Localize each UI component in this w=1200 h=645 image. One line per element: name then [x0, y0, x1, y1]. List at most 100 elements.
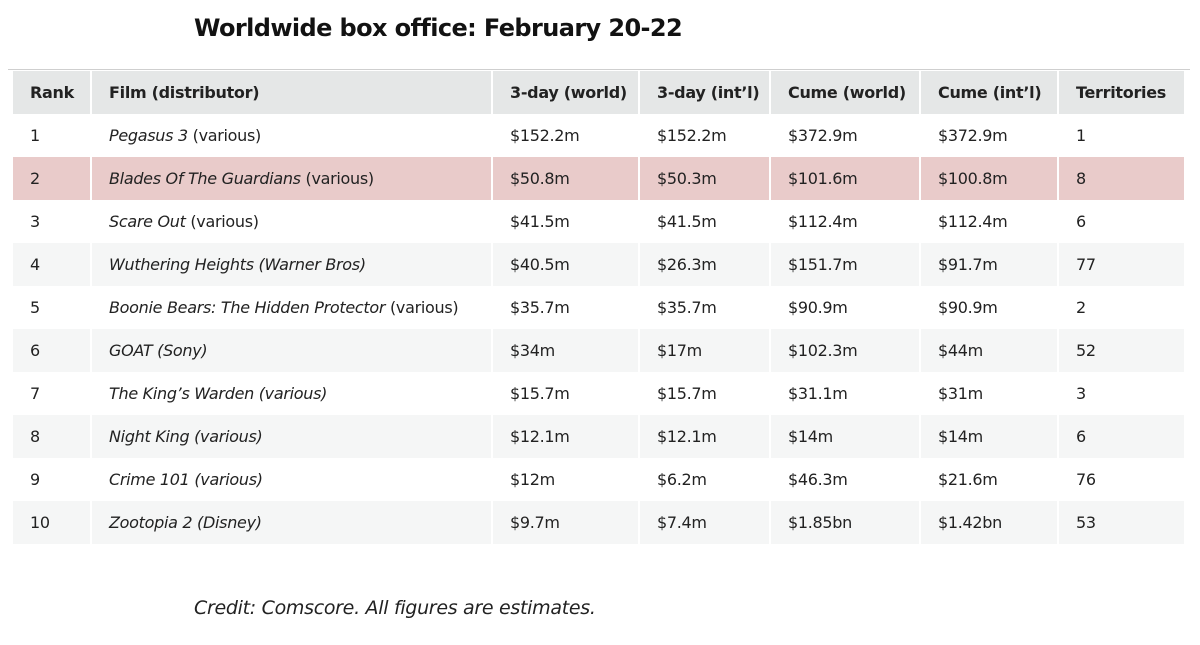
rank-cell: 9 — [13, 458, 91, 501]
film-distributor: (various) — [185, 212, 259, 231]
cume-world-cell: $372.9m — [769, 114, 920, 157]
table-row: 7 The King’s Warden (various) $15.7m $15… — [13, 372, 1184, 415]
film-title: Wuthering Heights (Warner Bros) — [109, 255, 366, 274]
rank-cell: 10 — [13, 501, 91, 544]
film-title: Boonie Bears: The Hidden Protector — [109, 298, 386, 317]
three-day-world-cell: $9.7m — [491, 501, 639, 544]
three-day-intl-cell: $12.1m — [638, 415, 770, 458]
territories-cell: 2 — [1057, 286, 1184, 329]
cume-world-cell: $101.6m — [769, 157, 920, 200]
header-3day-intl: 3-day (int’l) — [638, 71, 770, 114]
rank-cell: 4 — [13, 243, 91, 286]
film-title: Zootopia 2 (Disney) — [109, 513, 262, 532]
territories-cell: 1 — [1057, 114, 1184, 157]
cume-intl-cell: $112.4m — [919, 200, 1058, 243]
three-day-intl-cell: $15.7m — [638, 372, 770, 415]
film-cell: Zootopia 2 (Disney) — [90, 501, 492, 544]
cume-intl-cell: $90.9m — [919, 286, 1058, 329]
three-day-world-cell: $34m — [491, 329, 639, 372]
film-cell: Night King (various) — [90, 415, 492, 458]
film-title: Crime 101 (various) — [109, 470, 263, 489]
table-row: 3 Scare Out (various) $41.5m $41.5m $112… — [13, 200, 1184, 243]
cume-world-cell: $46.3m — [769, 458, 920, 501]
cume-intl-cell: $100.8m — [919, 157, 1058, 200]
cume-intl-cell: $44m — [919, 329, 1058, 372]
cume-world-cell: $14m — [769, 415, 920, 458]
three-day-intl-cell: $7.4m — [638, 501, 770, 544]
cume-world-cell: $112.4m — [769, 200, 920, 243]
header-cume-world: Cume (world) — [769, 71, 920, 114]
table-row: 4 Wuthering Heights (Warner Bros) $40.5m… — [13, 243, 1184, 286]
three-day-world-cell: $41.5m — [491, 200, 639, 243]
film-title: GOAT (Sony) — [109, 341, 208, 360]
rank-cell: 2 — [13, 157, 91, 200]
territories-cell: 77 — [1057, 243, 1184, 286]
three-day-intl-cell: $17m — [638, 329, 770, 372]
cume-intl-cell: $372.9m — [919, 114, 1058, 157]
header-cume-intl: Cume (int’l) — [919, 71, 1058, 114]
table-title: Worldwide box office: February 20-22 — [194, 14, 683, 42]
territories-cell: 3 — [1057, 372, 1184, 415]
cume-intl-cell: $1.42bn — [919, 501, 1058, 544]
cume-world-cell: $90.9m — [769, 286, 920, 329]
three-day-world-cell: $50.8m — [491, 157, 639, 200]
cume-world-cell: $31.1m — [769, 372, 920, 415]
film-title: Blades Of The Guardians — [109, 169, 301, 188]
film-cell: Wuthering Heights (Warner Bros) — [90, 243, 492, 286]
table-row: 1 Pegasus 3 (various) $152.2m $152.2m $3… — [13, 114, 1184, 157]
header-territories: Territories — [1057, 71, 1184, 114]
cume-intl-cell: $21.6m — [919, 458, 1058, 501]
film-cell: Pegasus 3 (various) — [90, 114, 492, 157]
three-day-world-cell: $15.7m — [491, 372, 639, 415]
table-row-highlighted: 2 Blades Of The Guardians (various) $50.… — [13, 157, 1184, 200]
header-row: Rank Film (distributor) 3-day (world) 3-… — [13, 71, 1184, 114]
territories-cell: 8 — [1057, 157, 1184, 200]
header-3day-world: 3-day (world) — [491, 71, 639, 114]
cume-world-cell: $1.85bn — [769, 501, 920, 544]
rank-cell: 7 — [13, 372, 91, 415]
three-day-world-cell: $12m — [491, 458, 639, 501]
three-day-intl-cell: $152.2m — [638, 114, 770, 157]
territories-cell: 6 — [1057, 200, 1184, 243]
top-divider — [8, 69, 1190, 70]
credit-note: Credit: Comscore. All figures are estima… — [194, 597, 596, 619]
territories-cell: 53 — [1057, 501, 1184, 544]
table-row: 10 Zootopia 2 (Disney) $9.7m $7.4m $1.85… — [13, 501, 1184, 544]
film-title: The King’s Warden (various) — [109, 384, 328, 403]
three-day-intl-cell: $26.3m — [638, 243, 770, 286]
three-day-intl-cell: $6.2m — [638, 458, 770, 501]
cume-intl-cell: $91.7m — [919, 243, 1058, 286]
table-row: 8 Night King (various) $12.1m $12.1m $14… — [13, 415, 1184, 458]
header-film: Film (distributor) — [90, 71, 492, 114]
three-day-world-cell: $152.2m — [491, 114, 639, 157]
territories-cell: 76 — [1057, 458, 1184, 501]
film-cell: Blades Of The Guardians (various) — [90, 157, 492, 200]
cume-world-cell: $151.7m — [769, 243, 920, 286]
film-distributor: (various) — [385, 298, 459, 317]
table-row: 5 Boonie Bears: The Hidden Protector (va… — [13, 286, 1184, 329]
film-cell: Scare Out (various) — [90, 200, 492, 243]
rank-cell: 5 — [13, 286, 91, 329]
film-cell: GOAT (Sony) — [90, 329, 492, 372]
territories-cell: 6 — [1057, 415, 1184, 458]
rank-cell: 1 — [13, 114, 91, 157]
cume-intl-cell: $14m — [919, 415, 1058, 458]
cume-intl-cell: $31m — [919, 372, 1058, 415]
three-day-world-cell: $12.1m — [491, 415, 639, 458]
three-day-world-cell: $35.7m — [491, 286, 639, 329]
film-title: Pegasus 3 — [109, 126, 188, 145]
film-cell: The King’s Warden (various) — [90, 372, 492, 415]
cume-world-cell: $102.3m — [769, 329, 920, 372]
three-day-intl-cell: $50.3m — [638, 157, 770, 200]
film-cell: Boonie Bears: The Hidden Protector (vari… — [90, 286, 492, 329]
film-distributor: (various) — [187, 126, 262, 145]
rank-cell: 8 — [13, 415, 91, 458]
table-row: 9 Crime 101 (various) $12m $6.2m $46.3m … — [13, 458, 1184, 501]
three-day-intl-cell: $41.5m — [638, 200, 770, 243]
three-day-intl-cell: $35.7m — [638, 286, 770, 329]
film-cell: Crime 101 (various) — [90, 458, 492, 501]
film-title: Scare Out — [109, 212, 186, 231]
film-distributor: (various) — [300, 169, 375, 188]
rank-cell: 3 — [13, 200, 91, 243]
header-rank: Rank — [13, 71, 91, 114]
